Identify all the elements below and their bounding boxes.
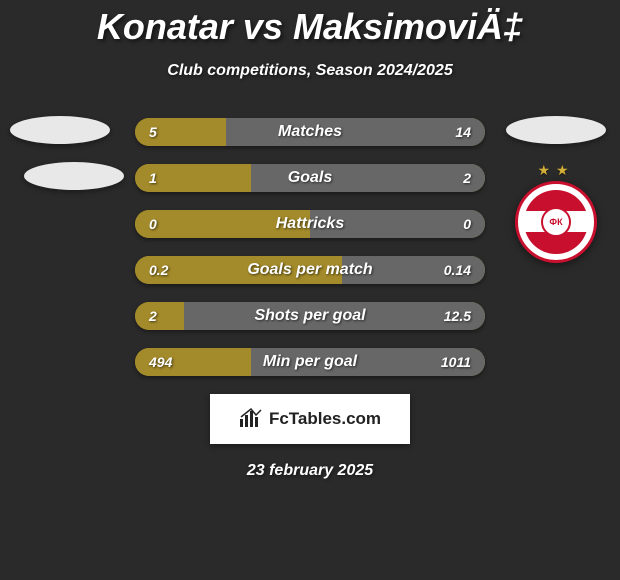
shield-icon: ФК bbox=[515, 181, 597, 263]
right-player-badge: ★★ ФК bbox=[502, 116, 610, 262]
stat-bar: 514Matches bbox=[135, 118, 485, 146]
page-title: Konatar vs MaksimoviÄ‡ bbox=[0, 0, 620, 48]
stat-bar: 212.5Shots per goal bbox=[135, 302, 485, 330]
left-player-badge bbox=[6, 116, 114, 208]
stat-bar: 00Hattricks bbox=[135, 210, 485, 238]
bar-label: Shots per goal bbox=[135, 302, 485, 330]
date-text: 23 february 2025 bbox=[0, 462, 620, 480]
chart-icon bbox=[239, 407, 263, 432]
star-icon: ★★ bbox=[506, 162, 606, 179]
shield-text: ФК bbox=[541, 207, 571, 237]
page-subtitle: Club competitions, Season 2024/2025 bbox=[0, 62, 620, 80]
placeholder-oval bbox=[10, 116, 110, 144]
crvena-zvezda-crest: ★★ ФК bbox=[506, 162, 606, 262]
bar-label: Goals bbox=[135, 164, 485, 192]
stat-bar: 12Goals bbox=[135, 164, 485, 192]
watermark: FcTables.com bbox=[210, 394, 410, 444]
bar-label: Matches bbox=[135, 118, 485, 146]
stat-bar: 4941011Min per goal bbox=[135, 348, 485, 376]
bar-label: Hattricks bbox=[135, 210, 485, 238]
placeholder-oval bbox=[24, 162, 124, 190]
watermark-text: FcTables.com bbox=[269, 409, 381, 429]
bar-label: Goals per match bbox=[135, 256, 485, 284]
comparison-bars: 514Matches 12Goals 00Hattricks 0.20.14Goals… bbox=[135, 118, 485, 376]
bar-label: Min per goal bbox=[135, 348, 485, 376]
stat-bar: 0.20.14Goals per match bbox=[135, 256, 485, 284]
placeholder-oval bbox=[506, 116, 606, 144]
